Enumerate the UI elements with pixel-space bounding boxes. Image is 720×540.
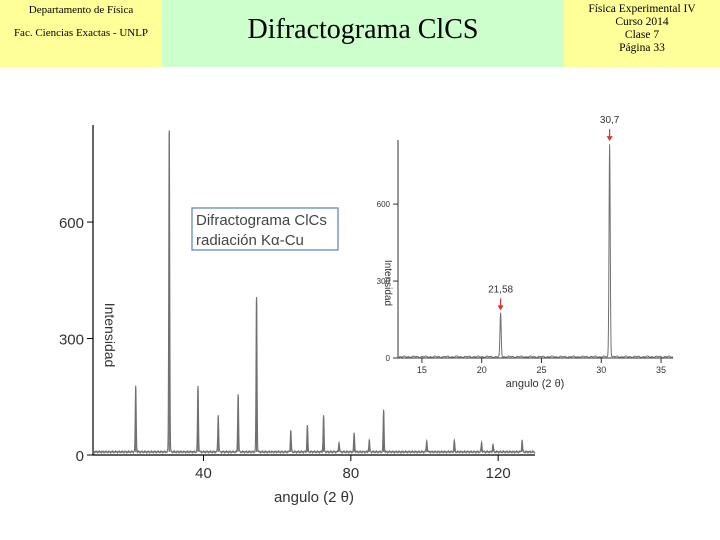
inset-x-tick-label: 30	[596, 365, 606, 375]
legend-line-1: Difractograma ClCs	[196, 212, 327, 229]
main-x-tick-label: 80	[342, 465, 359, 482]
inset-x-axis-label: angulo (2 θ)	[506, 378, 565, 390]
course-year: Curso 2014	[615, 16, 669, 28]
peak-annotation-arrowhead	[497, 305, 504, 311]
faculty-label: Fac. Ciencias Exactas - UNLP	[13, 27, 149, 39]
inset-y-tick-label: 300	[377, 277, 391, 286]
course-info: Física Experimental IV Curso 2014 Clase …	[564, 3, 720, 55]
department-label: Departamento de Física	[28, 4, 134, 16]
main-peaks	[135, 132, 523, 452]
main-y-tick-label: 0	[76, 448, 84, 465]
peak-annotation-arrowhead	[606, 136, 613, 142]
header-course-info: Física Experimental IV Curso 2014 Clase …	[564, 0, 720, 67]
page-title: Difractograma ClCS	[247, 14, 479, 45]
peak-annotation-label: 30,7	[600, 115, 620, 126]
main-y-tick-label: 300	[59, 332, 84, 349]
inset-y-ticks: 0 300 600	[377, 200, 398, 363]
main-diffraction-trace	[92, 130, 536, 454]
legend-box	[191, 207, 339, 251]
main-x-ticks: 40 80 120	[195, 455, 511, 482]
class-number: Clase 7	[624, 29, 660, 41]
inset-diffraction-trace	[397, 144, 674, 358]
course-name: Física Experimental IV	[588, 3, 696, 15]
legend-line-2: radiación Kα-Cu	[196, 232, 304, 249]
peak-annotation-label: 21,58	[488, 284, 513, 295]
inset-x-tick-label: 25	[536, 365, 546, 375]
inset-panel	[372, 125, 677, 380]
header-institution: Departamento de Física Fac. Ciencias Exa…	[0, 0, 162, 67]
inset-x-tick-label: 20	[477, 365, 487, 375]
page-number: Página 33	[619, 42, 665, 54]
main-y-axis-label: Intensidad	[102, 303, 118, 368]
inset-annotations: 21,58 30,7	[488, 115, 620, 311]
inset-x-tick-label: 15	[417, 365, 427, 375]
main-x-axis-label: angulo (2 θ)	[274, 489, 354, 506]
main-x-tick-label: 120	[486, 465, 511, 482]
inset-y-tick-label: 600	[377, 200, 391, 209]
inset-x-ticks: 15 20 25 30 35	[417, 358, 666, 375]
main-y-tick-label: 600	[59, 215, 84, 232]
header-title-bar: Difractograma ClCS	[162, 0, 564, 67]
inset-y-axis-label: Intensidad	[382, 260, 393, 306]
inset-x-tick-label: 35	[656, 365, 666, 375]
main-x-tick-label: 40	[195, 465, 212, 482]
main-y-ticks: 0 300 600	[59, 215, 93, 465]
inset-y-tick-label: 0	[386, 354, 391, 363]
